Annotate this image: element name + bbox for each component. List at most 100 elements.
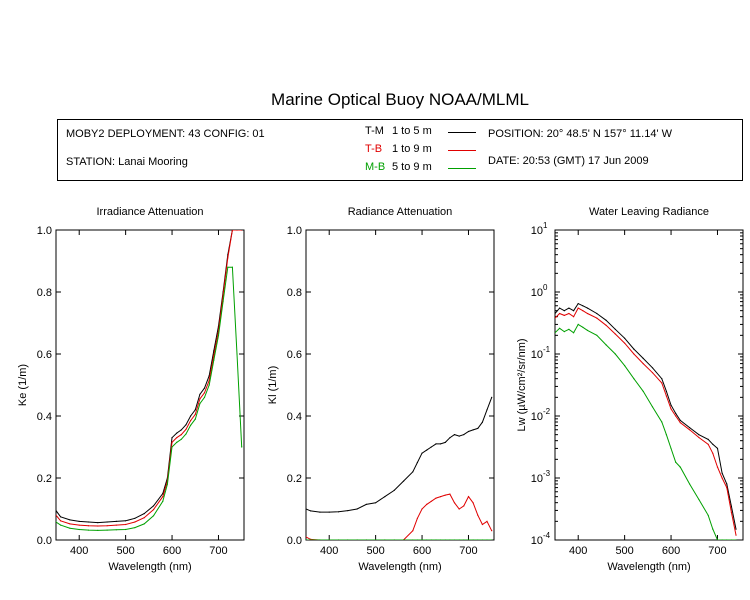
data-point-t-m-3 — [716, 447, 719, 449]
data-point-t-m-1 — [208, 375, 210, 377]
data-point-m-b-2 — [384, 539, 386, 540]
legend-range-mb: 5 to 9 m — [392, 161, 432, 173]
data-point-m-b-1 — [152, 515, 155, 517]
data-point-t-m-3 — [559, 307, 561, 309]
data-point-m-b-1 — [190, 424, 192, 426]
data-point-t-b-2 — [486, 520, 488, 523]
y-tick-exponent-3: -2 — [543, 407, 551, 416]
data-point-t-m-2 — [402, 480, 405, 482]
data-point-t-m-2 — [463, 434, 465, 436]
y-tick-exponent-3: 1 — [543, 221, 548, 230]
data-point-m-b-2 — [393, 539, 395, 540]
y-tick-label-1: 0.4 — [37, 411, 52, 423]
data-point-t-m-2 — [486, 409, 488, 411]
data-point-m-b-1 — [213, 359, 215, 361]
data-point-t-b-2 — [430, 500, 432, 502]
data-point-t-b-1 — [241, 230, 243, 231]
data-point-t-m-2 — [458, 435, 460, 437]
data-point-t-m-3 — [573, 310, 575, 312]
position-text: POSITION: 20° 48.5' N 157° 11.14' W — [488, 128, 672, 140]
x-tick-label-1: 400 — [70, 545, 88, 557]
data-point-m-b-3 — [624, 365, 626, 367]
data-point-t-m-3 — [726, 483, 728, 485]
data-point-t-m-1 — [171, 437, 173, 439]
data-point-m-b-1 — [171, 446, 173, 448]
x-axis-label-3: Wavelength (nm) — [607, 561, 690, 573]
data-point-t-b-3 — [614, 333, 616, 335]
data-point-m-b-3 — [577, 323, 579, 325]
data-point-t-m-3 — [633, 348, 635, 350]
y-axis-label-3: Lw (µW/cm²/sr/nm) — [516, 338, 528, 431]
y-tick-label-3: 10 — [531, 287, 543, 299]
data-point-m-b-2 — [481, 539, 483, 540]
data-point-t-m-2 — [421, 452, 423, 454]
y-tick-label-3: 10 — [531, 349, 543, 361]
data-point-t-m-3 — [661, 378, 663, 380]
data-point-m-b-3 — [730, 539, 732, 540]
data-point-t-b-3 — [563, 314, 565, 316]
data-point-t-b-1 — [227, 257, 229, 259]
data-point-m-b-1 — [106, 529, 108, 531]
y-tick-label-3: 10 — [531, 535, 543, 547]
data-point-m-b-2 — [477, 539, 479, 540]
data-point-t-m-3 — [712, 443, 714, 445]
data-point-m-b-3 — [559, 327, 561, 329]
data-point-m-b-3 — [563, 331, 565, 333]
data-point-t-b-3 — [633, 353, 635, 355]
data-point-t-b-2 — [421, 508, 423, 510]
data-point-t-m-1 — [106, 521, 108, 523]
data-point-m-b-2 — [402, 539, 405, 540]
data-point-t-m-2 — [365, 503, 367, 505]
data-point-m-b-2 — [463, 539, 465, 540]
y-axis-label-1: Ke (1/m) — [17, 364, 29, 406]
data-point-m-b-1 — [203, 396, 206, 398]
data-point-t-m-1 — [176, 432, 178, 434]
x-axis-label-2: Wavelength (nm) — [358, 561, 441, 573]
data-point-m-b-1 — [227, 266, 229, 268]
data-point-t-m-2 — [319, 511, 321, 513]
data-point-t-m-1 — [185, 424, 187, 426]
y-tick-label-1: 0.0 — [37, 535, 52, 547]
data-point-t-m-3 — [707, 438, 709, 440]
x-axis-label-1: Wavelength (nm) — [108, 561, 191, 573]
data-point-t-m-1 — [125, 520, 127, 522]
data-point-t-m-3 — [642, 357, 644, 359]
data-point-m-b-1 — [134, 527, 136, 529]
x-tick-label-3: 600 — [662, 545, 680, 557]
data-point-t-m-3 — [730, 505, 733, 507]
data-point-m-b-1 — [115, 529, 117, 531]
data-point-m-b-3 — [661, 421, 663, 423]
legend-swatch-tb — [448, 150, 476, 151]
data-point-t-b-3 — [559, 312, 561, 315]
data-point-t-m-2 — [337, 511, 340, 513]
data-point-t-m-1 — [69, 519, 71, 521]
data-point-t-m-2 — [449, 437, 451, 439]
plot-frame-2 — [305, 229, 495, 541]
y-tick-label-1: 1.0 — [37, 225, 52, 237]
series-line-t-b-2 — [306, 493, 493, 540]
data-point-m-b-3 — [716, 539, 719, 540]
data-point-m-b-2 — [458, 539, 460, 540]
data-point-t-m-2 — [481, 421, 483, 423]
data-point-t-b-1 — [190, 420, 192, 422]
legend-swatch-tm — [448, 132, 476, 133]
data-point-t-b-2 — [435, 497, 437, 499]
data-point-t-b-3 — [661, 382, 663, 384]
data-point-m-b-1 — [194, 418, 196, 420]
data-point-t-m-1 — [78, 520, 80, 523]
data-point-m-b-3 — [735, 539, 737, 540]
data-point-t-m-2 — [472, 429, 474, 431]
data-point-t-b-3 — [689, 429, 691, 431]
data-point-t-b-2 — [453, 502, 456, 504]
data-point-t-m-2 — [426, 449, 428, 451]
data-point-t-b-3 — [716, 466, 719, 468]
data-point-t-b-3 — [675, 415, 677, 417]
data-point-m-b-1 — [208, 384, 210, 386]
data-point-m-b-2 — [449, 539, 451, 540]
data-point-m-b-3 — [555, 332, 556, 334]
data-point-t-b-1 — [176, 437, 178, 439]
legend-code-tm: T-M — [365, 125, 384, 137]
y-tick-exponent-3: 0 — [543, 283, 548, 292]
data-point-t-b-3 — [596, 317, 598, 319]
x-tick-label-2: 600 — [413, 545, 431, 557]
